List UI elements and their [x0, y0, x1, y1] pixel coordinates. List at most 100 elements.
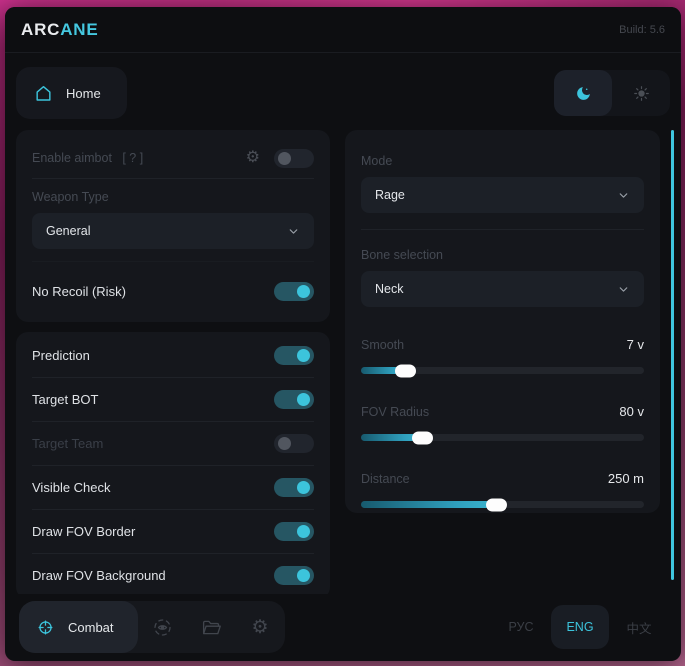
light-mode-button[interactable]	[612, 70, 670, 116]
draw-fov-border-toggle[interactable]	[274, 522, 314, 541]
home-button[interactable]: Home	[16, 67, 127, 119]
aimbot-settings-gear-icon[interactable]: ⚙	[245, 149, 260, 166]
toggle-row: Target Team	[32, 422, 314, 465]
folder-open-icon	[202, 620, 221, 634]
toggle-row: Visible Check	[32, 466, 314, 509]
aimbot-card: Enable aimbot [ ? ] ⚙ Weapon Type Genera…	[16, 130, 330, 322]
chevron-down-icon	[619, 192, 628, 198]
enable-aimbot-label: Enable aimbot [ ? ]	[32, 151, 144, 165]
aim-settings-card: Mode Rage Bone selection Neck Smooth 7 v	[345, 130, 660, 513]
combat-tab[interactable]: Combat	[19, 601, 138, 653]
distance-value: 250 m	[607, 471, 644, 486]
aimbot-help-badge[interactable]: [ ? ]	[122, 151, 144, 165]
toggle-row: Draw FOV Border	[32, 510, 314, 553]
no-recoil-label: No Recoil (Risk)	[32, 283, 126, 299]
eye-scan-icon	[153, 618, 171, 636]
slider-knob[interactable]	[412, 431, 434, 444]
divider	[32, 465, 314, 466]
fov-radius-slider-header: FOV Radius 80 v	[361, 404, 644, 419]
mode-dropdown[interactable]: Rage	[361, 177, 644, 213]
visuals-tab[interactable]	[138, 601, 187, 653]
left-column: Enable aimbot [ ? ] ⚙ Weapon Type Genera…	[16, 130, 330, 594]
toggle-knob	[297, 481, 310, 494]
mode-label: Mode	[361, 154, 393, 168]
toggle-knob	[297, 284, 310, 298]
fov-radius-label: FOV Radius	[361, 404, 430, 419]
divider	[32, 178, 314, 179]
draw-fov-background-toggle[interactable]	[274, 566, 314, 585]
divider	[361, 229, 644, 230]
scrollbar[interactable]	[671, 130, 674, 580]
bottom-bar: Combat ⚙ РУС ENG 中文	[19, 601, 667, 653]
toggle-label: Target BOT	[32, 392, 99, 407]
slider-knob[interactable]	[395, 364, 417, 377]
crosshair-icon	[38, 620, 53, 634]
aimbot-toggle[interactable]	[274, 148, 314, 168]
bone-selection-dropdown[interactable]: Neck	[361, 271, 644, 307]
dark-mode-button[interactable]	[554, 70, 612, 116]
lang-rus-button[interactable]: РУС	[508, 620, 534, 634]
bone-selection-label: Bone selection	[361, 248, 444, 262]
prediction-toggle[interactable]	[274, 346, 314, 365]
toggle-knob	[297, 525, 310, 538]
toggle-knob	[297, 393, 310, 406]
theme-toggle-group	[554, 70, 670, 116]
slider-knob[interactable]	[485, 498, 507, 511]
divider	[32, 553, 314, 554]
home-icon	[36, 85, 51, 101]
no-recoil-toggle[interactable]	[274, 281, 314, 301]
slider-fill	[361, 431, 434, 444]
toggle-label: Draw FOV Background	[32, 568, 166, 583]
sun-icon	[633, 85, 649, 101]
gear-icon: ⚙	[251, 616, 269, 638]
toggle-knob	[297, 569, 310, 582]
combat-label: Combat	[68, 619, 114, 635]
smooth-slider-header: Smooth 7 v	[361, 337, 644, 352]
divider	[32, 509, 314, 510]
toggle-label: Visible Check	[32, 480, 111, 495]
toggle-row: Prediction	[32, 334, 314, 377]
weapon-type-label: Weapon Type	[32, 190, 109, 204]
slider-fill	[361, 498, 507, 511]
smooth-slider[interactable]	[361, 364, 644, 377]
divider	[32, 261, 314, 262]
chevron-down-icon	[289, 228, 298, 234]
fov-radius-value: 80 v	[619, 404, 644, 419]
toggle-label: Draw FOV Border	[32, 524, 136, 539]
visible-check-toggle[interactable]	[274, 478, 314, 497]
lang-zh-button[interactable]: 中文	[626, 621, 652, 636]
build-label: Build: 5.6	[619, 23, 665, 36]
content-area: Enable aimbot [ ? ] ⚙ Weapon Type Genera…	[16, 130, 660, 594]
toggles-card: Prediction Target BOT Target Team Visibl…	[16, 332, 330, 594]
target-bot-toggle[interactable]	[274, 390, 314, 409]
nav-bar: Home	[16, 67, 670, 119]
toggle-row: Draw FOV Background	[32, 554, 314, 594]
fov-radius-slider[interactable]	[361, 431, 644, 444]
distance-slider[interactable]	[361, 498, 644, 511]
toggle-knob	[278, 437, 291, 450]
home-label: Home	[66, 85, 101, 101]
distance-label: Distance	[361, 471, 410, 486]
divider	[32, 421, 314, 422]
weapon-type-dropdown[interactable]: General	[32, 213, 314, 249]
title-bar: ARCANE Build: 5.6	[5, 7, 681, 53]
moon-icon	[576, 86, 590, 100]
smooth-label: Smooth	[361, 337, 405, 352]
target-team-toggle[interactable]	[274, 434, 314, 453]
lang-eng-button[interactable]: ENG	[551, 605, 609, 649]
toggle-knob	[297, 349, 310, 362]
category-tabs: Combat ⚙	[19, 601, 285, 653]
divider	[32, 377, 314, 378]
brand-accent: ANE	[60, 19, 99, 39]
slider-fill	[361, 364, 417, 377]
bone-selection-value: Neck	[375, 282, 404, 296]
brand-prefix: ARC	[21, 19, 61, 39]
smooth-value: 7 v	[626, 337, 644, 352]
language-selector: РУС ENG 中文	[493, 605, 667, 649]
app-logo: ARCANE	[21, 20, 99, 40]
app-window: ARCANE Build: 5.6 Home Enable aimbot [ ?…	[5, 7, 681, 661]
right-column: Mode Rage Bone selection Neck Smooth 7 v	[345, 130, 660, 594]
settings-tab[interactable]: ⚙	[236, 601, 285, 653]
toggle-row: Target BOT	[32, 378, 314, 421]
configs-tab[interactable]	[187, 601, 236, 653]
